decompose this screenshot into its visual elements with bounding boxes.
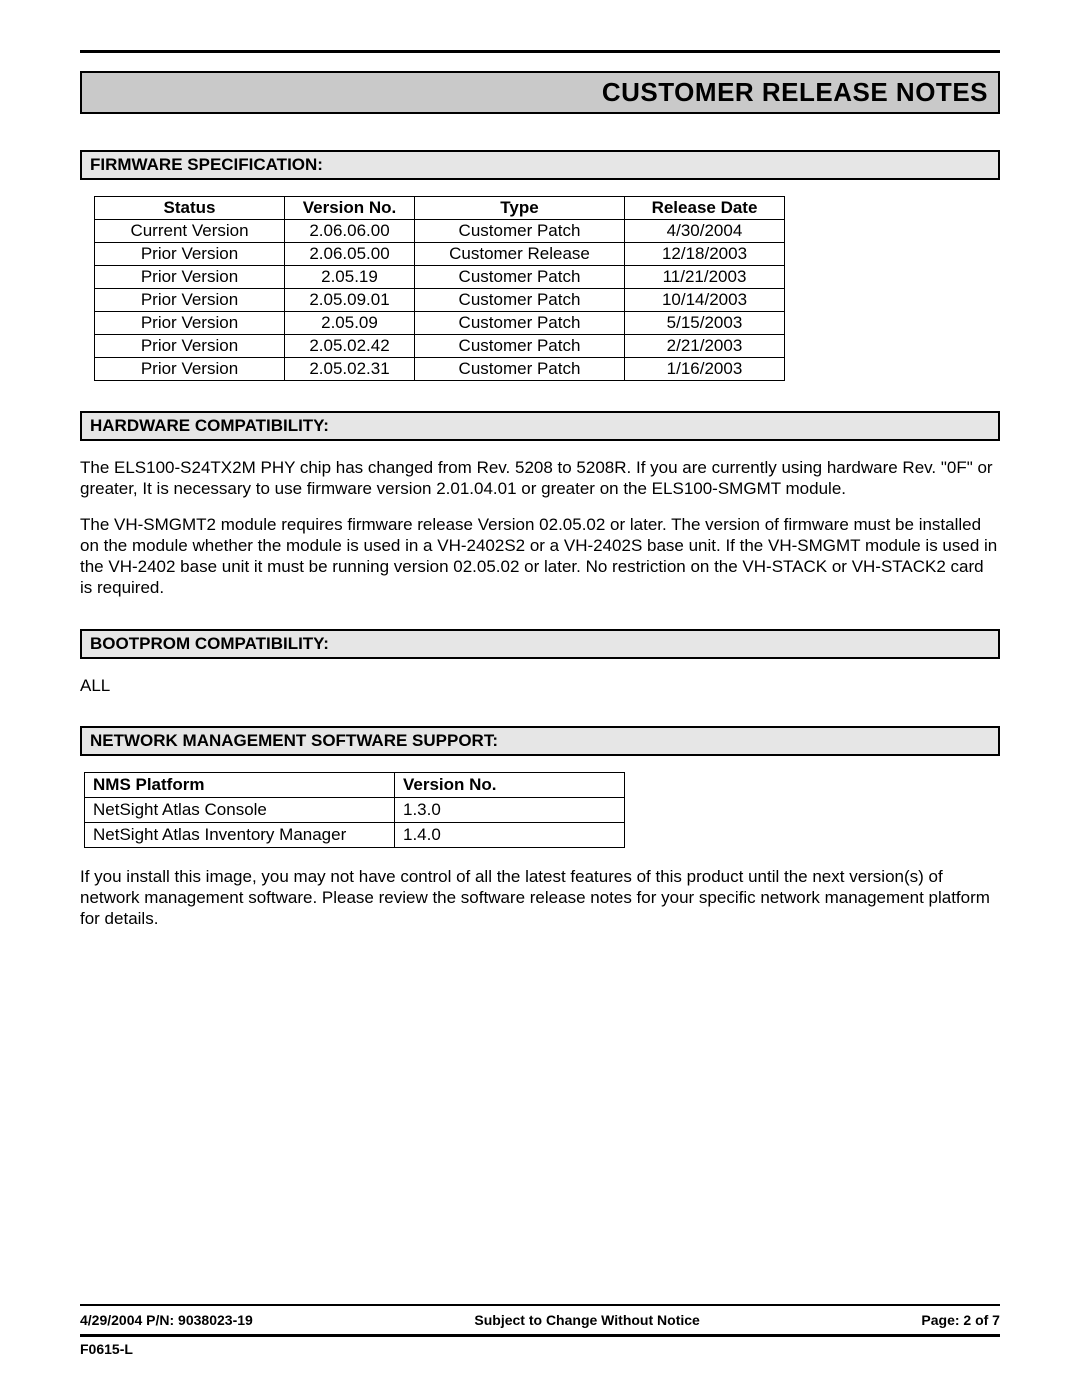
footer-center: Subject to Change Without Notice [474, 1312, 699, 1328]
table-cell: 2.05.19 [285, 266, 415, 289]
section-nms: NETWORK MANAGEMENT SOFTWARE SUPPORT: NMS… [80, 726, 1000, 930]
section-bootprom: BOOTPROM COMPATIBILITY: ALL [80, 629, 1000, 696]
footer-right: Page: 2 of 7 [921, 1312, 1000, 1328]
table-row: Prior Version2.06.05.00Customer Release1… [95, 243, 785, 266]
footer-left: 4/29/2004 P/N: 9038023-19 [80, 1312, 253, 1328]
table-row: NetSight Atlas Console1.3.0 [85, 797, 625, 822]
table-cell: Prior Version [95, 312, 285, 335]
table-cell: 2.06.06.00 [285, 220, 415, 243]
table-cell: Customer Patch [415, 220, 625, 243]
firmware-table: StatusVersion No.TypeRelease Date Curren… [94, 196, 785, 381]
table-header-cell: Type [415, 197, 625, 220]
table-header-cell: Version No. [395, 772, 625, 797]
table-cell: 5/15/2003 [625, 312, 785, 335]
footer-rule-top [80, 1304, 1000, 1306]
table-cell: 12/18/2003 [625, 243, 785, 266]
table-cell: Customer Patch [415, 358, 625, 381]
page-title: CUSTOMER RELEASE NOTES [80, 71, 1000, 114]
nms-after-text: If you install this image, you may not h… [80, 866, 1000, 930]
table-cell: 11/21/2003 [625, 266, 785, 289]
bootprom-text: ALL [80, 675, 1000, 696]
table-cell: Prior Version [95, 266, 285, 289]
table-cell: Current Version [95, 220, 285, 243]
table-cell: Customer Patch [415, 312, 625, 335]
table-cell: Customer Release [415, 243, 625, 266]
section-header-bootprom: BOOTPROM COMPATIBILITY: [80, 629, 1000, 659]
table-row: Prior Version2.05.09Customer Patch5/15/2… [95, 312, 785, 335]
table-header-row: StatusVersion No.TypeRelease Date [95, 197, 785, 220]
table-cell: 2/21/2003 [625, 335, 785, 358]
table-header-cell: NMS Platform [85, 772, 395, 797]
table-cell: NetSight Atlas Inventory Manager [85, 822, 395, 847]
section-firmware: FIRMWARE SPECIFICATION: StatusVersion No… [80, 150, 1000, 381]
table-row: Prior Version2.05.09.01Customer Patch10/… [95, 289, 785, 312]
table-cell: Prior Version [95, 289, 285, 312]
table-cell: 1.3.0 [395, 797, 625, 822]
footer-code: F0615-L [80, 1341, 1000, 1357]
table-cell: 2.06.05.00 [285, 243, 415, 266]
table-row: Prior Version2.05.02.42Customer Patch2/2… [95, 335, 785, 358]
table-cell: Customer Patch [415, 266, 625, 289]
top-rule [80, 50, 1000, 53]
table-cell: 2.05.02.42 [285, 335, 415, 358]
table-header-cell: Release Date [625, 197, 785, 220]
table-header-cell: Status [95, 197, 285, 220]
page-footer: 4/29/2004 P/N: 9038023-19 Subject to Cha… [80, 1304, 1000, 1357]
nms-table: NMS PlatformVersion No. NetSight Atlas C… [84, 772, 625, 848]
table-cell: Prior Version [95, 243, 285, 266]
body-paragraph: The VH-SMGMT2 module requires firmware r… [80, 514, 1000, 599]
table-header-cell: Version No. [285, 197, 415, 220]
table-header-row: NMS PlatformVersion No. [85, 772, 625, 797]
table-cell: Customer Patch [415, 335, 625, 358]
table-cell: 1/16/2003 [625, 358, 785, 381]
table-row: Prior Version2.05.02.31Customer Patch1/1… [95, 358, 785, 381]
table-row: Current Version2.06.06.00Customer Patch4… [95, 220, 785, 243]
body-paragraph: The ELS100-S24TX2M PHY chip has changed … [80, 457, 1000, 500]
section-hardware: HARDWARE COMPATIBILITY: The ELS100-S24TX… [80, 411, 1000, 599]
footer-rule-bottom [80, 1334, 1000, 1337]
table-cell: Prior Version [95, 358, 285, 381]
section-header-nms: NETWORK MANAGEMENT SOFTWARE SUPPORT: [80, 726, 1000, 756]
table-cell: 2.05.09 [285, 312, 415, 335]
table-cell: 10/14/2003 [625, 289, 785, 312]
section-header-firmware: FIRMWARE SPECIFICATION: [80, 150, 1000, 180]
table-row: Prior Version2.05.19Customer Patch11/21/… [95, 266, 785, 289]
table-cell: 2.05.09.01 [285, 289, 415, 312]
table-row: NetSight Atlas Inventory Manager1.4.0 [85, 822, 625, 847]
table-cell: Prior Version [95, 335, 285, 358]
table-cell: 4/30/2004 [625, 220, 785, 243]
table-cell: NetSight Atlas Console [85, 797, 395, 822]
section-header-hardware: HARDWARE COMPATIBILITY: [80, 411, 1000, 441]
table-cell: 2.05.02.31 [285, 358, 415, 381]
table-cell: Customer Patch [415, 289, 625, 312]
table-cell: 1.4.0 [395, 822, 625, 847]
